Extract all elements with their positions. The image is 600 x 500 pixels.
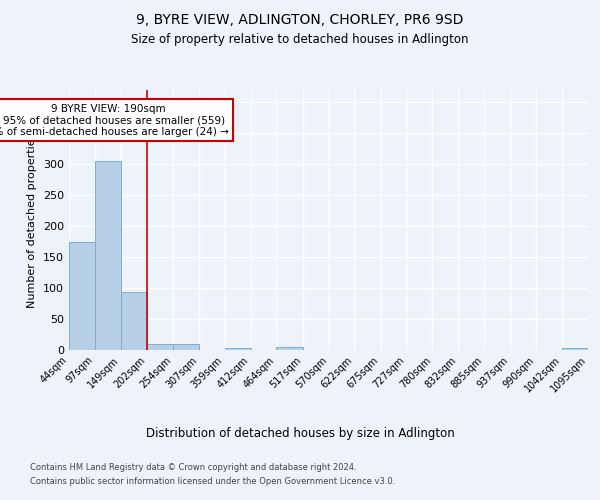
Bar (173, 344, 199, 350)
Bar (224, 348, 251, 350)
Bar (147, 344, 173, 350)
Bar (95, 161, 121, 350)
Bar (562, 348, 588, 350)
Text: Contains HM Land Registry data © Crown copyright and database right 2024.: Contains HM Land Registry data © Crown c… (30, 462, 356, 471)
Bar (121, 292, 147, 350)
Text: 9 BYRE VIEW: 190sqm
← 95% of detached houses are smaller (559)
4% of semi-detach: 9 BYRE VIEW: 190sqm ← 95% of detached ho… (0, 104, 229, 137)
Y-axis label: Number of detached properties: Number of detached properties (28, 132, 37, 308)
Text: Size of property relative to detached houses in Adlington: Size of property relative to detached ho… (131, 32, 469, 46)
Text: Distribution of detached houses by size in Adlington: Distribution of detached houses by size … (146, 428, 454, 440)
Bar (69, 242, 95, 350)
Bar (277, 347, 302, 350)
Text: Contains public sector information licensed under the Open Government Licence v3: Contains public sector information licen… (30, 478, 395, 486)
Text: 9, BYRE VIEW, ADLINGTON, CHORLEY, PR6 9SD: 9, BYRE VIEW, ADLINGTON, CHORLEY, PR6 9S… (136, 12, 464, 26)
